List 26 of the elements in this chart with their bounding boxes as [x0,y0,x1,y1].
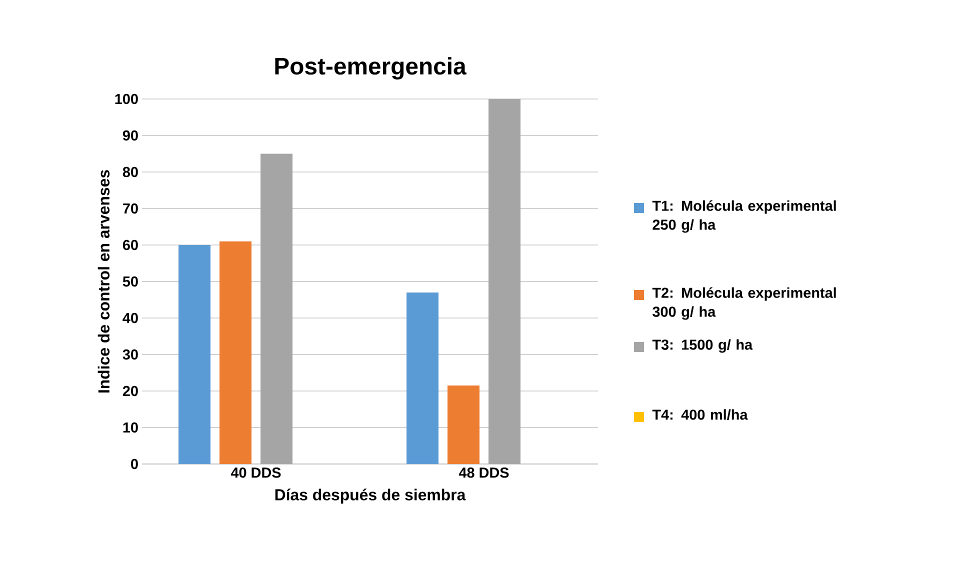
y-tick-label: 40 [122,312,138,324]
y-axis-title: Indice de control en arvenses [98,170,110,392]
legend-label: T3: 1500 g/ ha [652,339,753,353]
bar [488,98,521,464]
bar [260,154,293,464]
y-tick-label: 70 [123,203,138,214]
y-tick-label: 50 [122,276,138,287]
legend-label: T1: Molécula experimental 250 g/ ha [652,200,836,233]
bar [178,244,210,464]
y-tick-label: 90 [122,130,138,141]
x-axis-title: Días después de siembra [275,488,466,504]
bar [406,292,439,464]
y-tick-label: 30 [122,349,138,360]
y-tick-label: 0 [131,458,138,470]
y-tick-label: 20 [122,386,138,396]
y-tick-label: 100 [115,94,138,104]
x-tick-label: 48 DDS [458,468,509,478]
chart-title: Post-emergencia [275,57,466,80]
bar [220,241,252,464]
y-tick-label: 60 [122,240,138,250]
x-tick-label: 40 DDS [230,468,281,478]
bar [448,386,480,464]
legend-label: T2: Molécula experimental 300 g/ ha [652,287,836,320]
y-tick-label: 10 [123,422,138,433]
y-tick-label: 80 [122,166,138,178]
legend-label: T4: 400 ml/ha [652,409,748,420]
